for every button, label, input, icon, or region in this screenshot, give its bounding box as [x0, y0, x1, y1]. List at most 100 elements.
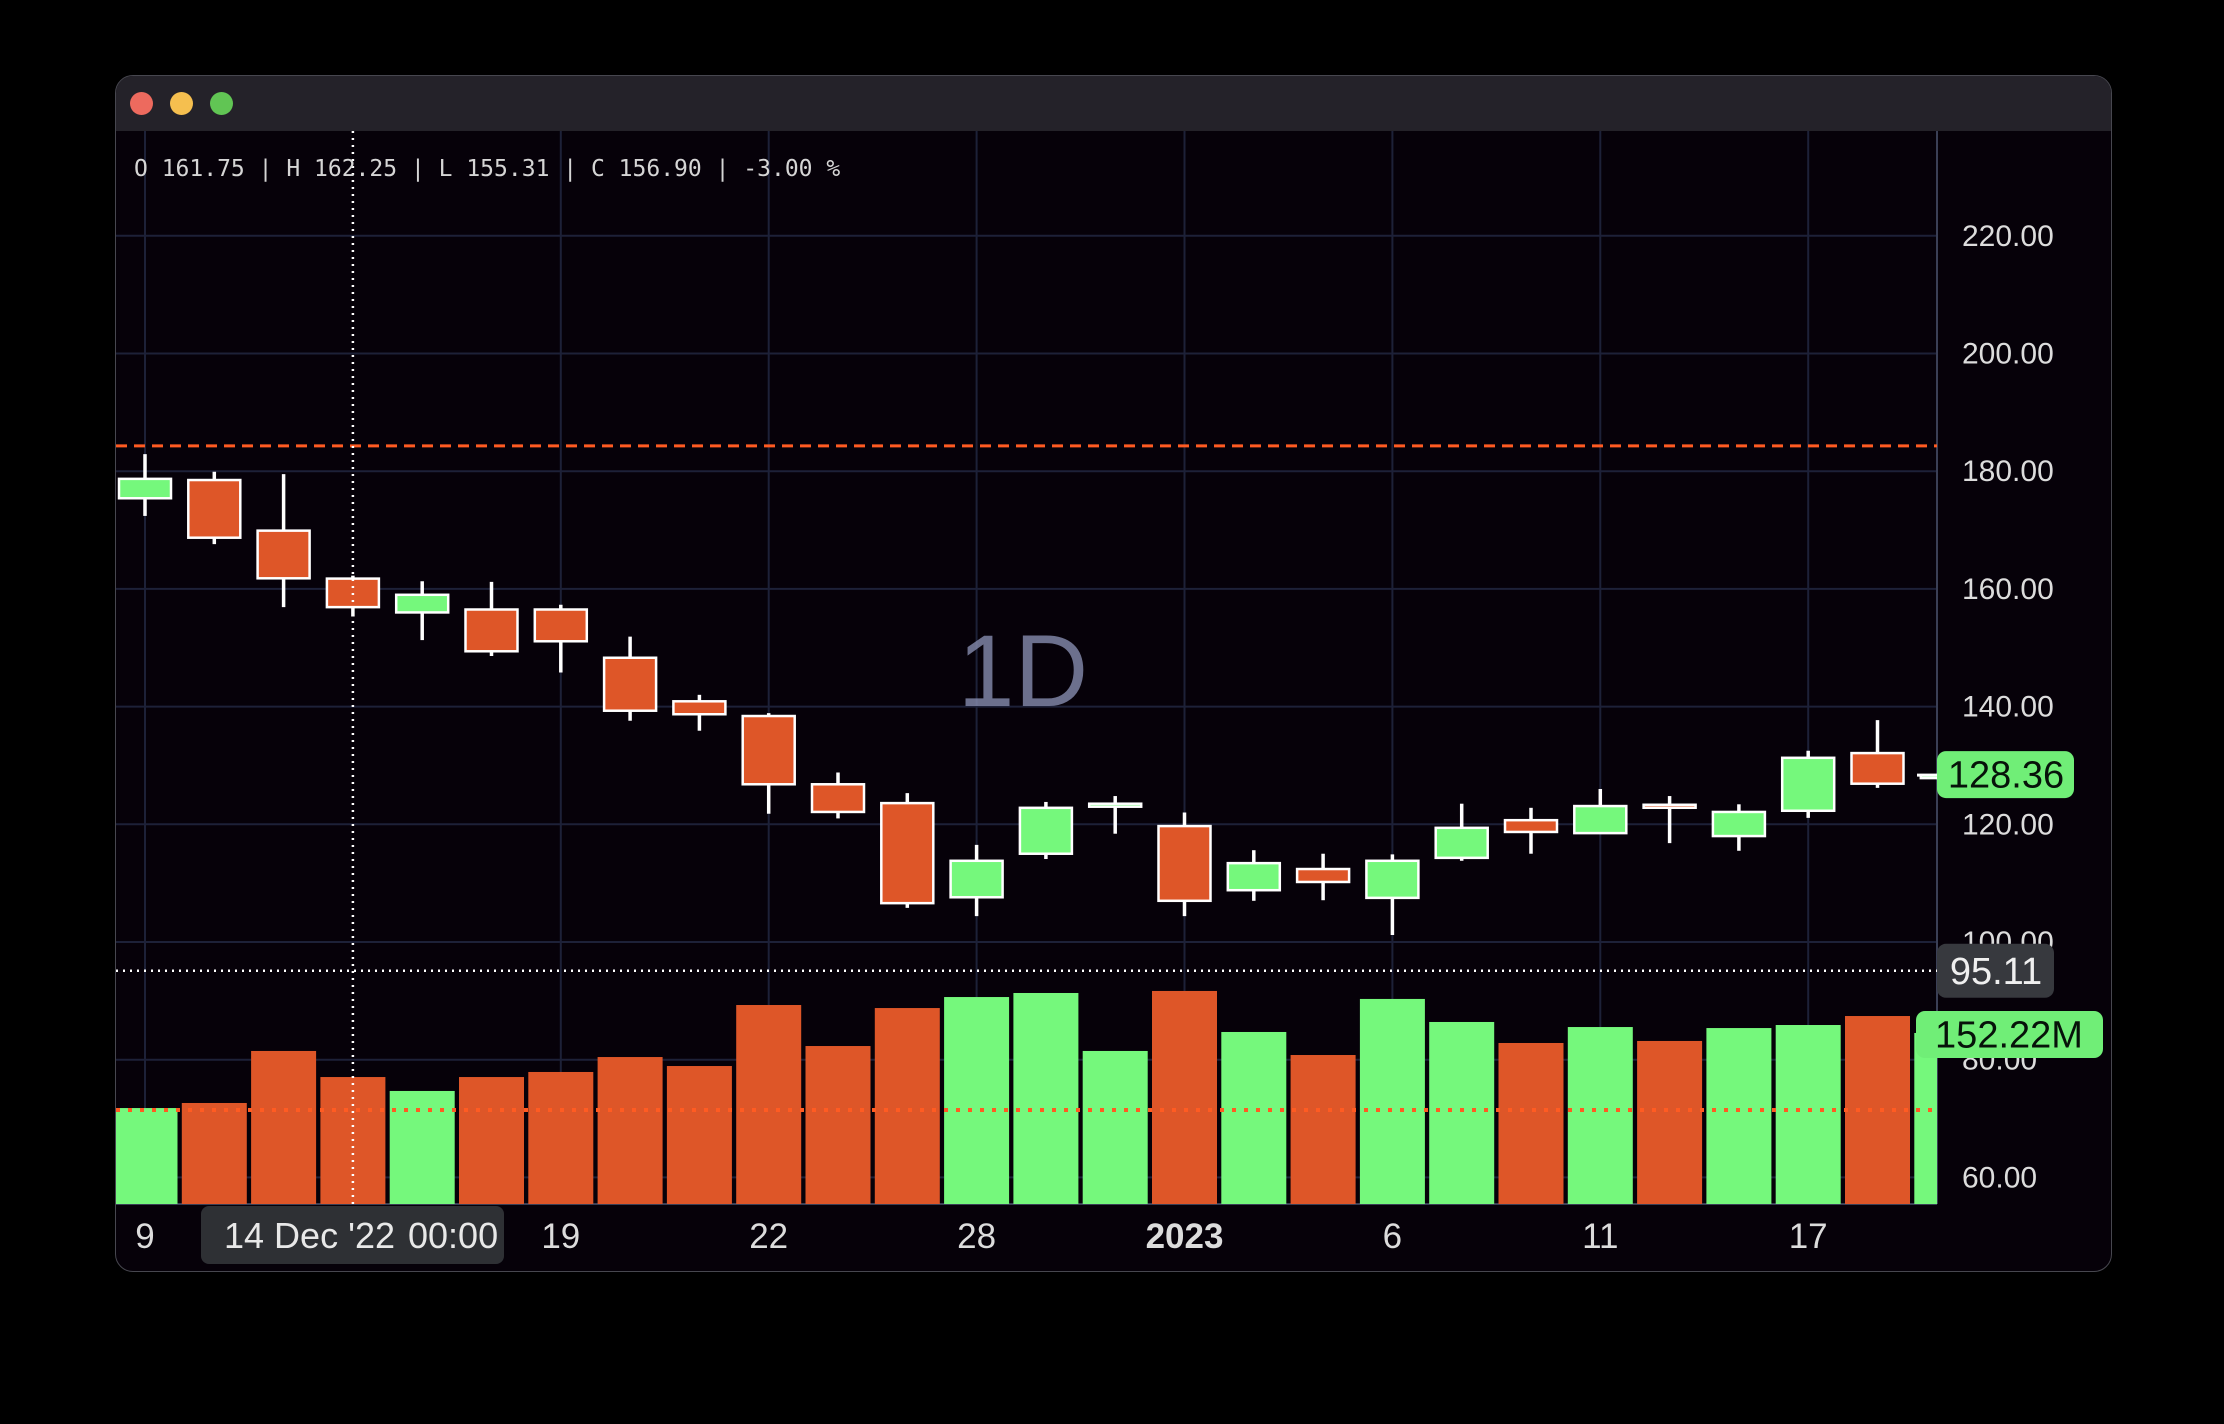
- candle[interactable]: [949, 844, 1004, 917]
- candle[interactable]: [1365, 854, 1420, 935]
- candle[interactable]: [394, 581, 450, 641]
- candle[interactable]: [187, 471, 242, 545]
- candle[interactable]: [672, 694, 727, 731]
- volume-bar[interactable]: [1706, 1028, 1772, 1204]
- candle[interactable]: [117, 454, 173, 516]
- candle-body: [602, 656, 658, 712]
- volume-bar[interactable]: [251, 1050, 317, 1204]
- candle[interactable]: [880, 793, 935, 908]
- ohlc-info-line: O 161.75 | H 162.25 | L 155.31 | C 156.9…: [134, 156, 840, 182]
- candle-body: [1018, 806, 1074, 855]
- candle[interactable]: [1780, 750, 1836, 818]
- price-axis-label[interactable]: 180.00: [1962, 455, 2054, 488]
- crosshair-time-label: 00:00: [408, 1215, 498, 1256]
- volume-bar[interactable]: [389, 1090, 455, 1204]
- price-axis-label[interactable]: 200.00: [1962, 338, 2054, 371]
- candle-body: [880, 801, 935, 905]
- candle[interactable]: [1573, 788, 1628, 835]
- candle-body: [672, 700, 727, 716]
- volume-bar[interactable]: [181, 1102, 247, 1204]
- candle-body: [1087, 802, 1143, 808]
- time-axis-label[interactable]: 6: [1383, 1217, 1402, 1256]
- volume-bar[interactable]: [459, 1077, 524, 1204]
- candle-body: [117, 477, 173, 500]
- candle[interactable]: [741, 713, 796, 814]
- candle[interactable]: [1850, 720, 1905, 788]
- time-axis-label[interactable]: 11: [1582, 1217, 1618, 1256]
- candle-body: [256, 529, 311, 580]
- candle[interactable]: [1642, 796, 1697, 844]
- price-axis-label[interactable]: 140.00: [1962, 691, 2054, 724]
- candle[interactable]: [464, 581, 519, 656]
- candlestick-chart[interactable]: 1D 220.00200.00180.00160.00140.00120.001…: [116, 131, 2112, 1272]
- candle[interactable]: [1434, 803, 1489, 861]
- volume-bar[interactable]: [1359, 998, 1425, 1204]
- volume-bar[interactable]: [597, 1057, 663, 1204]
- volume-bar[interactable]: [116, 1108, 178, 1204]
- candle[interactable]: [1157, 812, 1212, 917]
- candle-body: [1157, 824, 1212, 903]
- volume-bar[interactable]: [944, 997, 1010, 1204]
- candle[interactable]: [256, 474, 311, 608]
- volume-bar[interactable]: [1775, 1025, 1841, 1204]
- crosshair-price-badge: [1937, 943, 2054, 998]
- time-axis-label[interactable]: 22: [749, 1217, 788, 1256]
- time-axis-label[interactable]: 2023: [1146, 1217, 1224, 1256]
- window-titlebar[interactable]: [116, 76, 2111, 131]
- candle[interactable]: [533, 604, 589, 673]
- candle-body: [1295, 867, 1351, 884]
- candle[interactable]: [1503, 807, 1559, 854]
- price-axis-label[interactable]: 60.00: [1962, 1161, 2037, 1194]
- candle[interactable]: [1226, 850, 1282, 901]
- volume-bar[interactable]: [1567, 1027, 1633, 1204]
- candle-body: [1850, 751, 1905, 785]
- candle-body: [1365, 859, 1420, 900]
- candle-body: [741, 714, 796, 786]
- volume-bar[interactable]: [1290, 1055, 1356, 1204]
- volume-bar[interactable]: [1152, 990, 1217, 1204]
- candle-body: [1434, 826, 1489, 860]
- candle[interactable]: [1295, 853, 1351, 901]
- volume-bar[interactable]: [666, 1066, 732, 1204]
- crosshair-price-badge-label: 95.11: [1950, 951, 2042, 993]
- volume-bar[interactable]: [1637, 1040, 1703, 1204]
- zoom-window-button[interactable]: [210, 92, 233, 115]
- candle[interactable]: [602, 636, 658, 721]
- candle-body: [1642, 803, 1697, 810]
- time-axis-label[interactable]: 9: [135, 1217, 154, 1256]
- candle-body: [1711, 810, 1767, 838]
- candle[interactable]: [325, 575, 381, 617]
- candle[interactable]: [810, 772, 866, 819]
- volume-bar[interactable]: [1221, 1031, 1287, 1204]
- time-axis-label[interactable]: 19: [541, 1217, 580, 1256]
- price-axis-label[interactable]: 160.00: [1962, 573, 2054, 606]
- close-window-button[interactable]: [130, 92, 153, 115]
- volume-bar[interactable]: [1429, 1021, 1495, 1204]
- volume-bar[interactable]: [805, 1046, 871, 1204]
- candle-body: [1573, 804, 1628, 835]
- candle-body: [1503, 818, 1559, 834]
- candle-body: [949, 859, 1004, 899]
- candle-body: [187, 478, 242, 539]
- trading-app-window: 1D 220.00 200.00 180.00 160.00 140.00 120.00 1…: [115, 75, 2112, 1272]
- volume-badge: [1916, 1011, 2103, 1058]
- time-axis-label[interactable]: 17: [1789, 1217, 1828, 1256]
- volume-bar[interactable]: [1914, 1032, 1979, 1204]
- candle[interactable]: [1018, 801, 1074, 860]
- volume-bar[interactable]: [1498, 1042, 1564, 1204]
- minimize-window-button[interactable]: [170, 92, 193, 115]
- volume-bar[interactable]: [874, 1008, 940, 1204]
- volume-bar[interactable]: [1082, 1050, 1148, 1204]
- price-axis-label[interactable]: 220.00: [1962, 220, 2054, 253]
- candle-body: [464, 608, 519, 653]
- price-axis-label[interactable]: 120.00: [1962, 808, 2054, 841]
- volume-bar[interactable]: [736, 1005, 802, 1204]
- candle[interactable]: [1087, 796, 1143, 834]
- candle-body: [1226, 861, 1282, 892]
- candle-body: [810, 783, 866, 814]
- volume-bar[interactable]: [1013, 992, 1079, 1204]
- time-axis-label[interactable]: 28: [957, 1217, 996, 1256]
- volume-bar[interactable]: [1845, 1016, 1910, 1204]
- candle[interactable]: [1711, 804, 1767, 851]
- volume-bar[interactable]: [528, 1071, 594, 1204]
